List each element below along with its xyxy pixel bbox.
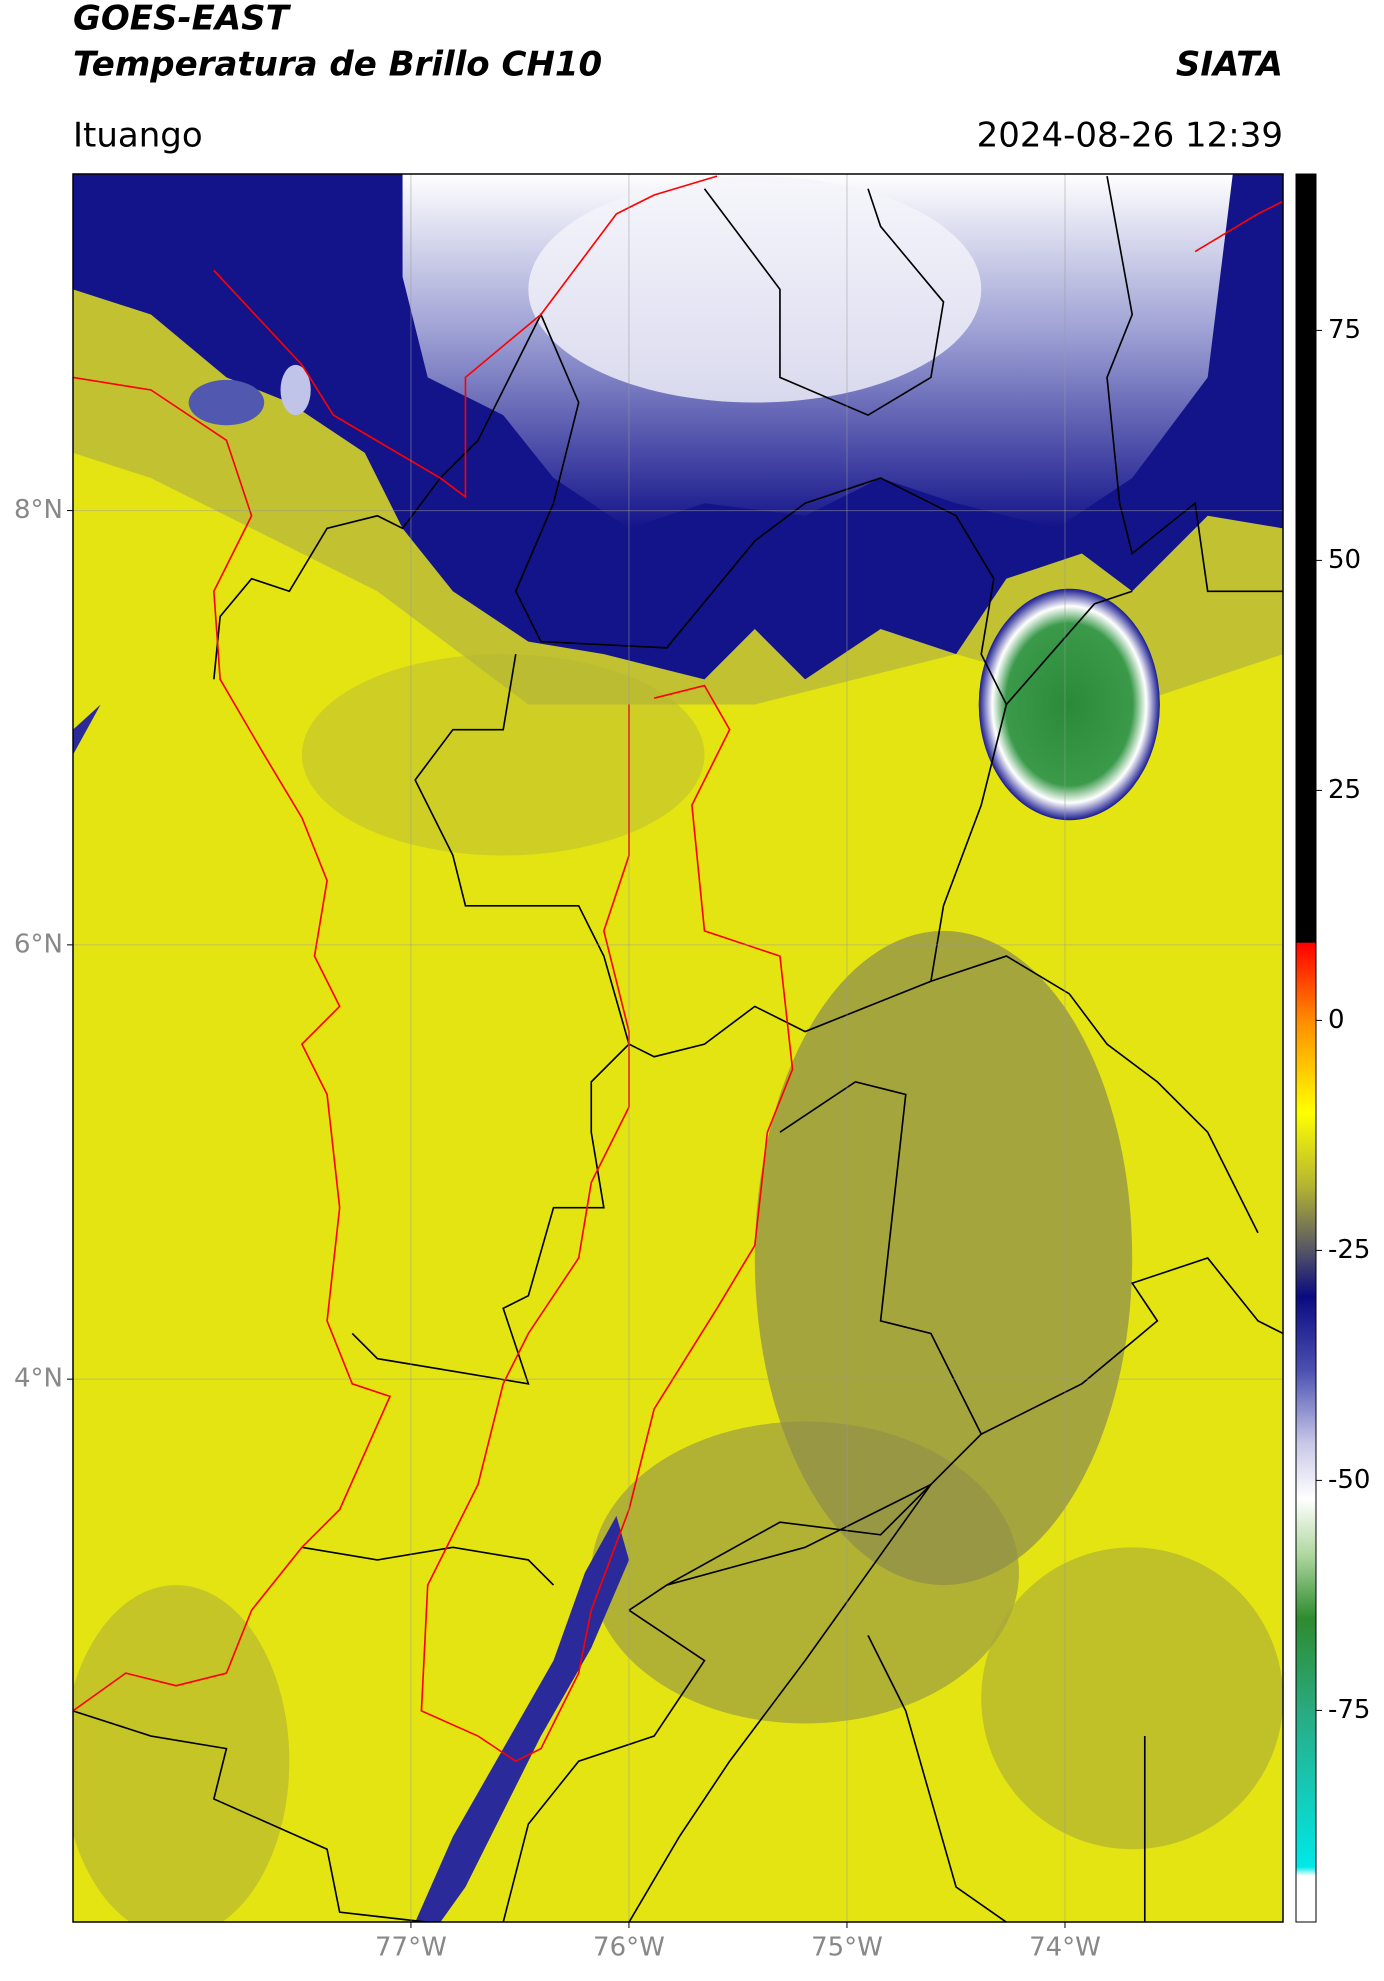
borders <box>73 175 1283 1922</box>
y-tick-label: 8°N <box>14 495 63 525</box>
x-tick-label: 74°W <box>1029 1933 1101 1963</box>
y-tick-label: 6°N <box>14 929 63 959</box>
y-tick-label: 4°N <box>14 1364 63 1394</box>
source: SIATA <box>1176 45 1283 85</box>
colorbar-tick-label: 25 <box>1328 775 1361 805</box>
map-frame <box>72 173 1284 1923</box>
subtitle: Temperatura de Brillo CH10 <box>73 45 602 85</box>
colorbar-tick-label: -50 <box>1328 1465 1370 1495</box>
colorbar <box>1295 173 1317 1923</box>
title: GOES-EAST <box>73 0 292 39</box>
x-tick-label: 76°W <box>593 1933 665 1963</box>
grid <box>67 174 1283 1928</box>
x-tick-label: 75°W <box>811 1933 883 1963</box>
map-imagery <box>73 174 1283 1922</box>
colorbar-tick-label: 0 <box>1328 1005 1345 1035</box>
x-tick-label: 77°W <box>375 1933 447 1963</box>
colorbar-tick-label: -75 <box>1328 1695 1370 1725</box>
colorbar-tick-label: 75 <box>1328 315 1361 345</box>
region: Ituango <box>73 116 203 156</box>
colorbar-tick-label: -25 <box>1328 1235 1370 1265</box>
colorbar-tick-label: 50 <box>1328 545 1361 575</box>
timestamp: 2024-08-26 12:39 <box>977 116 1283 156</box>
